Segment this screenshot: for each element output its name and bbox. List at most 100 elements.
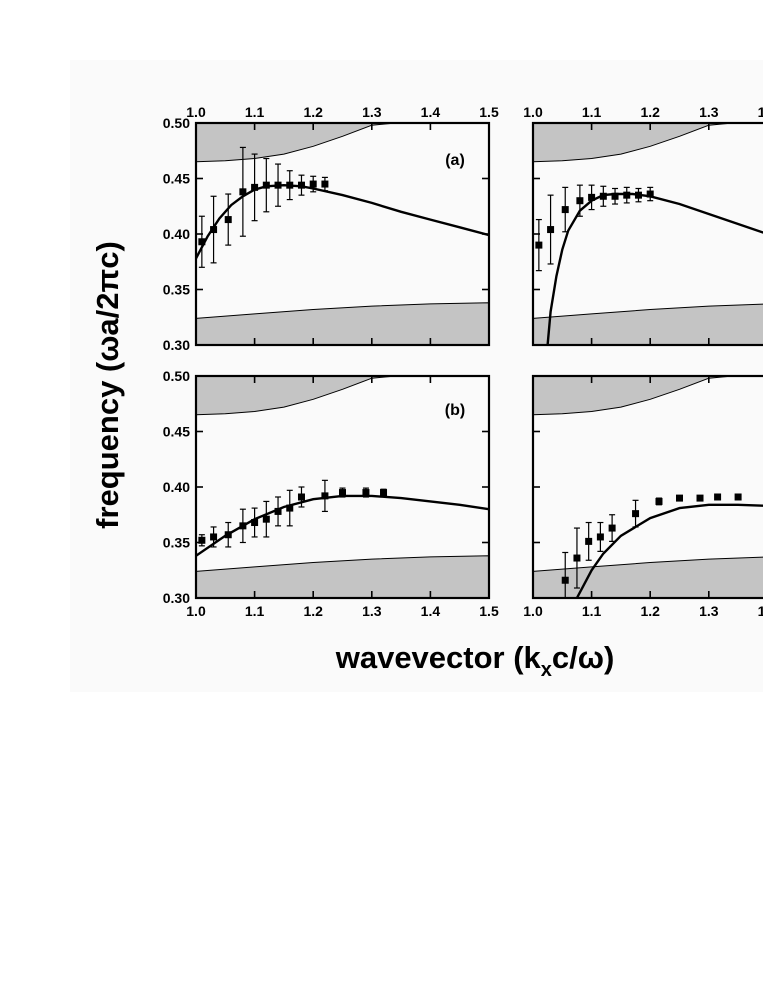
x-tick-label: 1.5 — [479, 104, 499, 120]
data-point — [547, 194, 555, 265]
data-point — [608, 514, 616, 542]
data-marker — [599, 192, 607, 200]
x-tick-label: 1.1 — [245, 603, 265, 619]
lower-band — [533, 303, 763, 345]
data-point — [623, 186, 631, 204]
x-tick-label: 1.3 — [362, 104, 382, 120]
x-tick-label: 1.5 — [479, 603, 499, 619]
data-marker — [734, 493, 742, 501]
data-point — [714, 493, 722, 501]
data-point — [251, 153, 259, 222]
x-tick-label: 1.4 — [421, 104, 441, 120]
x-tick-label: 1.0 — [523, 603, 543, 619]
x-tick-label: 1.3 — [362, 603, 382, 619]
data-point — [239, 146, 247, 237]
x-tick-label: 1.1 — [245, 104, 265, 120]
data-point — [262, 500, 270, 538]
data-point — [380, 488, 388, 497]
data-point — [224, 521, 232, 548]
data-marker — [696, 494, 704, 502]
data-marker — [588, 193, 596, 201]
panel-label: (b) — [445, 402, 465, 419]
data-point — [309, 175, 317, 193]
data-point — [646, 186, 654, 202]
data-marker — [561, 576, 569, 584]
data-marker — [286, 504, 294, 512]
data-marker — [210, 226, 218, 234]
data-point — [286, 170, 294, 201]
data-point — [339, 487, 346, 498]
data-point — [573, 527, 581, 589]
data-marker — [224, 531, 232, 539]
data-point — [585, 521, 593, 561]
data-marker — [321, 180, 329, 188]
data-point — [210, 526, 218, 548]
data-marker — [655, 497, 663, 505]
data-marker — [239, 522, 247, 530]
x-tick-label: 1.2 — [640, 603, 660, 619]
data-point — [576, 184, 584, 217]
data-point — [734, 493, 742, 501]
data-marker — [547, 226, 555, 234]
data-marker — [198, 536, 206, 544]
data-marker — [274, 181, 282, 189]
data-point — [286, 489, 294, 527]
data-marker — [561, 206, 569, 214]
data-point — [655, 497, 663, 506]
data-marker — [611, 192, 619, 200]
panel-a: 1.0 1.1 1.2 1.3 1.4 1.5 0.30 0.35 0.40 0.45 0.50 (a… — [163, 104, 499, 353]
data-marker — [297, 181, 305, 189]
data-point — [321, 479, 329, 513]
data-point — [210, 195, 218, 264]
data-point — [611, 187, 619, 205]
upper-band — [196, 376, 396, 416]
panel-label: (a) — [445, 152, 465, 169]
y-tick-label: 0.50 — [163, 115, 190, 131]
data-point — [274, 496, 282, 527]
data-point — [297, 486, 305, 508]
y-tick-label: 0.35 — [163, 282, 190, 298]
y-tick-label: 0.45 — [163, 171, 190, 187]
x-tick-label: 1.2 — [640, 104, 660, 120]
panel-top-right: 1.01.11.21.31.41.5 — [523, 104, 763, 347]
data-marker — [623, 191, 631, 199]
data-marker — [714, 493, 722, 501]
upper-band — [196, 123, 396, 163]
x-axis-title-tail: c/ω) — [552, 640, 614, 675]
data-point — [632, 499, 640, 528]
y-axis-title: frequency (ωa/2πc) — [90, 241, 125, 529]
data-marker — [632, 510, 640, 518]
y-tick-label: 0.45 — [163, 424, 190, 440]
data-point — [274, 163, 282, 207]
theory-curve — [575, 503, 763, 598]
data-point — [596, 521, 604, 552]
data-point — [362, 487, 370, 498]
data-marker — [274, 507, 282, 515]
data-marker — [676, 494, 683, 502]
lower-band — [533, 556, 763, 598]
data-point — [535, 218, 543, 272]
data-point — [634, 187, 642, 203]
lower-band — [196, 302, 489, 345]
data-marker — [608, 524, 616, 532]
data-marker — [634, 191, 642, 199]
x-tick-label: 1.0 — [186, 603, 206, 619]
data-marker — [251, 183, 259, 191]
data-marker — [262, 181, 270, 189]
data-marker — [210, 533, 218, 541]
data-marker — [309, 180, 317, 188]
data-marker — [362, 489, 370, 497]
x-axis-title-main: wavevector (k — [335, 640, 542, 675]
data-point — [676, 494, 683, 502]
data-marker — [535, 241, 543, 249]
data-point — [321, 176, 329, 192]
x-tick-label: 1.1 — [582, 104, 602, 120]
x-tick-label: 1.4 — [758, 104, 763, 120]
data-marker — [224, 216, 232, 224]
y-tick-label: 0.40 — [163, 479, 190, 495]
data-point — [262, 157, 270, 213]
x-axis-title-subscript: x — [541, 659, 552, 681]
data-marker — [239, 188, 247, 196]
data-marker — [380, 489, 388, 497]
